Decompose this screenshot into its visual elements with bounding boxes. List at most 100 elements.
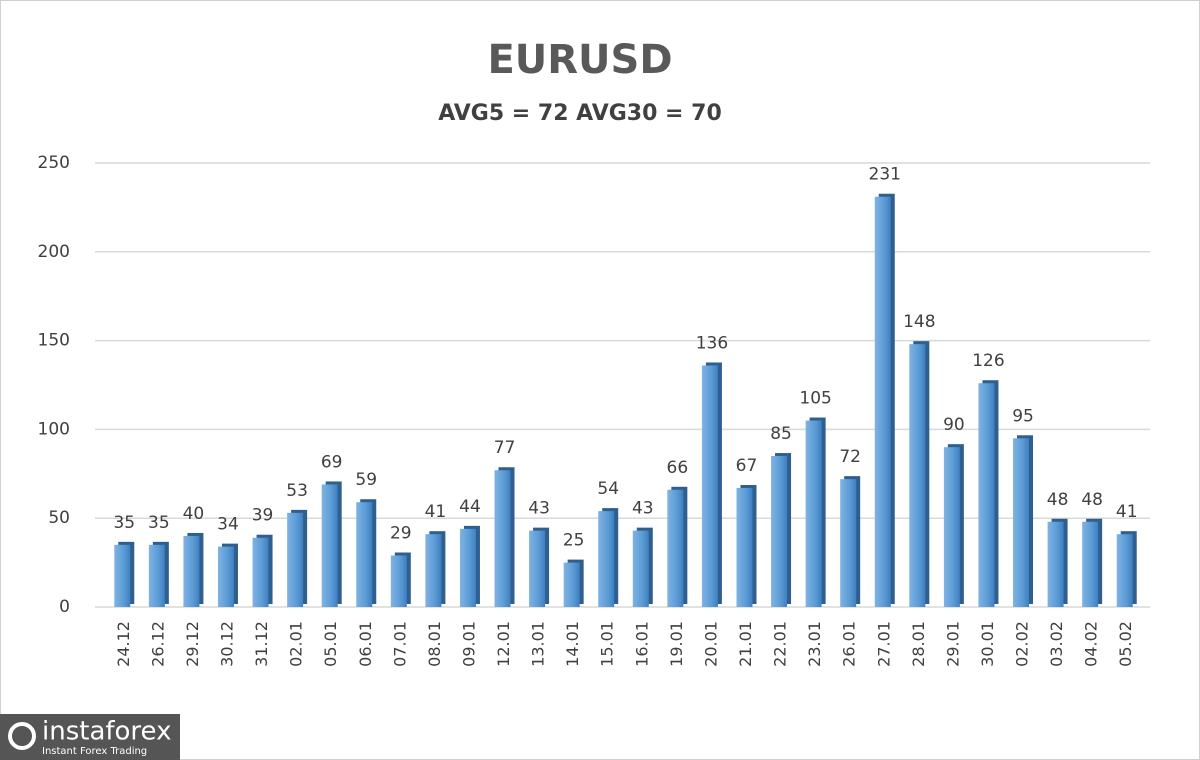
chart-title: EURUSD [487, 37, 672, 83]
value-label: 66 [667, 458, 689, 478]
value-label: 43 [632, 499, 654, 519]
value-label: 34 [217, 515, 239, 535]
x-tick-label: 30.12 [217, 621, 236, 667]
chart-subtitle: AVG5 = 72 AVG30 = 70 [438, 101, 722, 126]
value-label: 29 [390, 523, 412, 543]
value-label: 105 [799, 389, 831, 409]
x-tick-label: 02.02 [1013, 621, 1032, 667]
x-tick-label: 26.12 [148, 621, 167, 667]
bar [563, 562, 580, 607]
value-label: 35 [148, 513, 170, 533]
value-label: 67 [736, 456, 758, 476]
y-tick-label: 50 [48, 508, 70, 528]
bar [598, 511, 615, 607]
x-tick-label: 24.12 [114, 621, 133, 667]
logo-tagline: Instant Forex Trading [42, 746, 147, 757]
bar [321, 484, 338, 607]
bar [1013, 438, 1030, 607]
x-tick-label: 26.01 [840, 621, 859, 667]
x-tick-label: 03.02 [1047, 621, 1066, 667]
bar [805, 420, 822, 607]
value-label: 90 [943, 415, 965, 435]
x-tick-label: 23.01 [805, 621, 824, 667]
logo: instaforex Instant Forex Trading [0, 714, 180, 760]
bar [529, 530, 546, 607]
value-label: 53 [286, 481, 308, 501]
x-tick-label: 14.01 [563, 621, 582, 667]
value-label: 136 [696, 333, 728, 353]
value-label: 41 [425, 502, 447, 522]
x-tick-label: 30.01 [978, 621, 997, 667]
value-label: 35 [113, 513, 135, 533]
bar [217, 546, 234, 607]
x-tick-label: 31.12 [252, 621, 271, 667]
logo-name: instaforex [42, 717, 171, 747]
logo-icon [8, 722, 36, 750]
x-tick-label: 29.01 [943, 621, 962, 667]
value-label: 48 [1047, 490, 1069, 510]
x-tick-label: 05.01 [321, 621, 340, 667]
bar [632, 530, 649, 607]
value-label: 43 [528, 499, 550, 519]
value-label: 148 [903, 312, 935, 332]
logo-bg [0, 714, 180, 760]
bar [1082, 521, 1099, 607]
value-label: 48 [1081, 490, 1103, 510]
x-tick-label: 16.01 [632, 621, 651, 667]
value-label: 54 [597, 479, 619, 499]
bar [1047, 521, 1064, 607]
x-tick-label: 20.01 [701, 621, 720, 667]
bar [840, 479, 857, 607]
bar [701, 365, 718, 607]
bar [114, 544, 131, 607]
bar [356, 502, 373, 607]
x-tick-label: 02.01 [287, 621, 306, 667]
x-tick-label: 29.12 [183, 621, 202, 667]
bar [183, 535, 200, 607]
bar [667, 489, 684, 607]
bar [459, 528, 476, 607]
bar [943, 447, 960, 607]
value-label: 69 [321, 452, 343, 472]
bar [494, 470, 511, 607]
x-tick-label: 07.01 [390, 621, 409, 667]
bar [874, 196, 891, 607]
x-tick-label: 28.01 [909, 621, 928, 667]
value-label: 85 [770, 424, 792, 444]
bar [390, 555, 407, 607]
x-tick-label: 04.02 [1082, 621, 1101, 667]
y-tick-label: 250 [38, 153, 70, 173]
value-label: 40 [183, 504, 205, 524]
value-label: 39 [252, 506, 274, 526]
x-tick-label: 13.01 [529, 621, 548, 667]
x-tick-label: 12.01 [494, 621, 513, 667]
x-tick-label: 15.01 [598, 621, 617, 667]
y-tick-label: 100 [38, 419, 70, 439]
value-label: 126 [972, 351, 1004, 371]
x-tick-label: 21.01 [736, 621, 755, 667]
x-tick-label: 19.01 [667, 621, 686, 667]
y-tick-label: 150 [38, 331, 70, 351]
value-label: 59 [355, 470, 377, 490]
x-tick-label: 22.01 [771, 621, 790, 667]
x-tick-label: 05.02 [1116, 621, 1135, 667]
bar [148, 544, 165, 607]
value-label: 41 [1116, 502, 1138, 522]
value-label: 95 [1012, 406, 1034, 426]
bar [425, 534, 442, 607]
value-label: 72 [839, 447, 861, 467]
bar [978, 383, 995, 607]
x-tick-label: 09.01 [459, 621, 478, 667]
y-tick-label: 200 [38, 242, 70, 262]
value-label: 25 [563, 531, 585, 551]
y-tick-label: 0 [59, 597, 70, 617]
bar [1116, 534, 1133, 607]
value-label: 231 [869, 165, 901, 185]
bar [287, 512, 304, 607]
value-label: 44 [459, 497, 481, 517]
bar [909, 344, 926, 607]
bar [736, 488, 753, 607]
x-tick-label: 27.01 [874, 621, 893, 667]
